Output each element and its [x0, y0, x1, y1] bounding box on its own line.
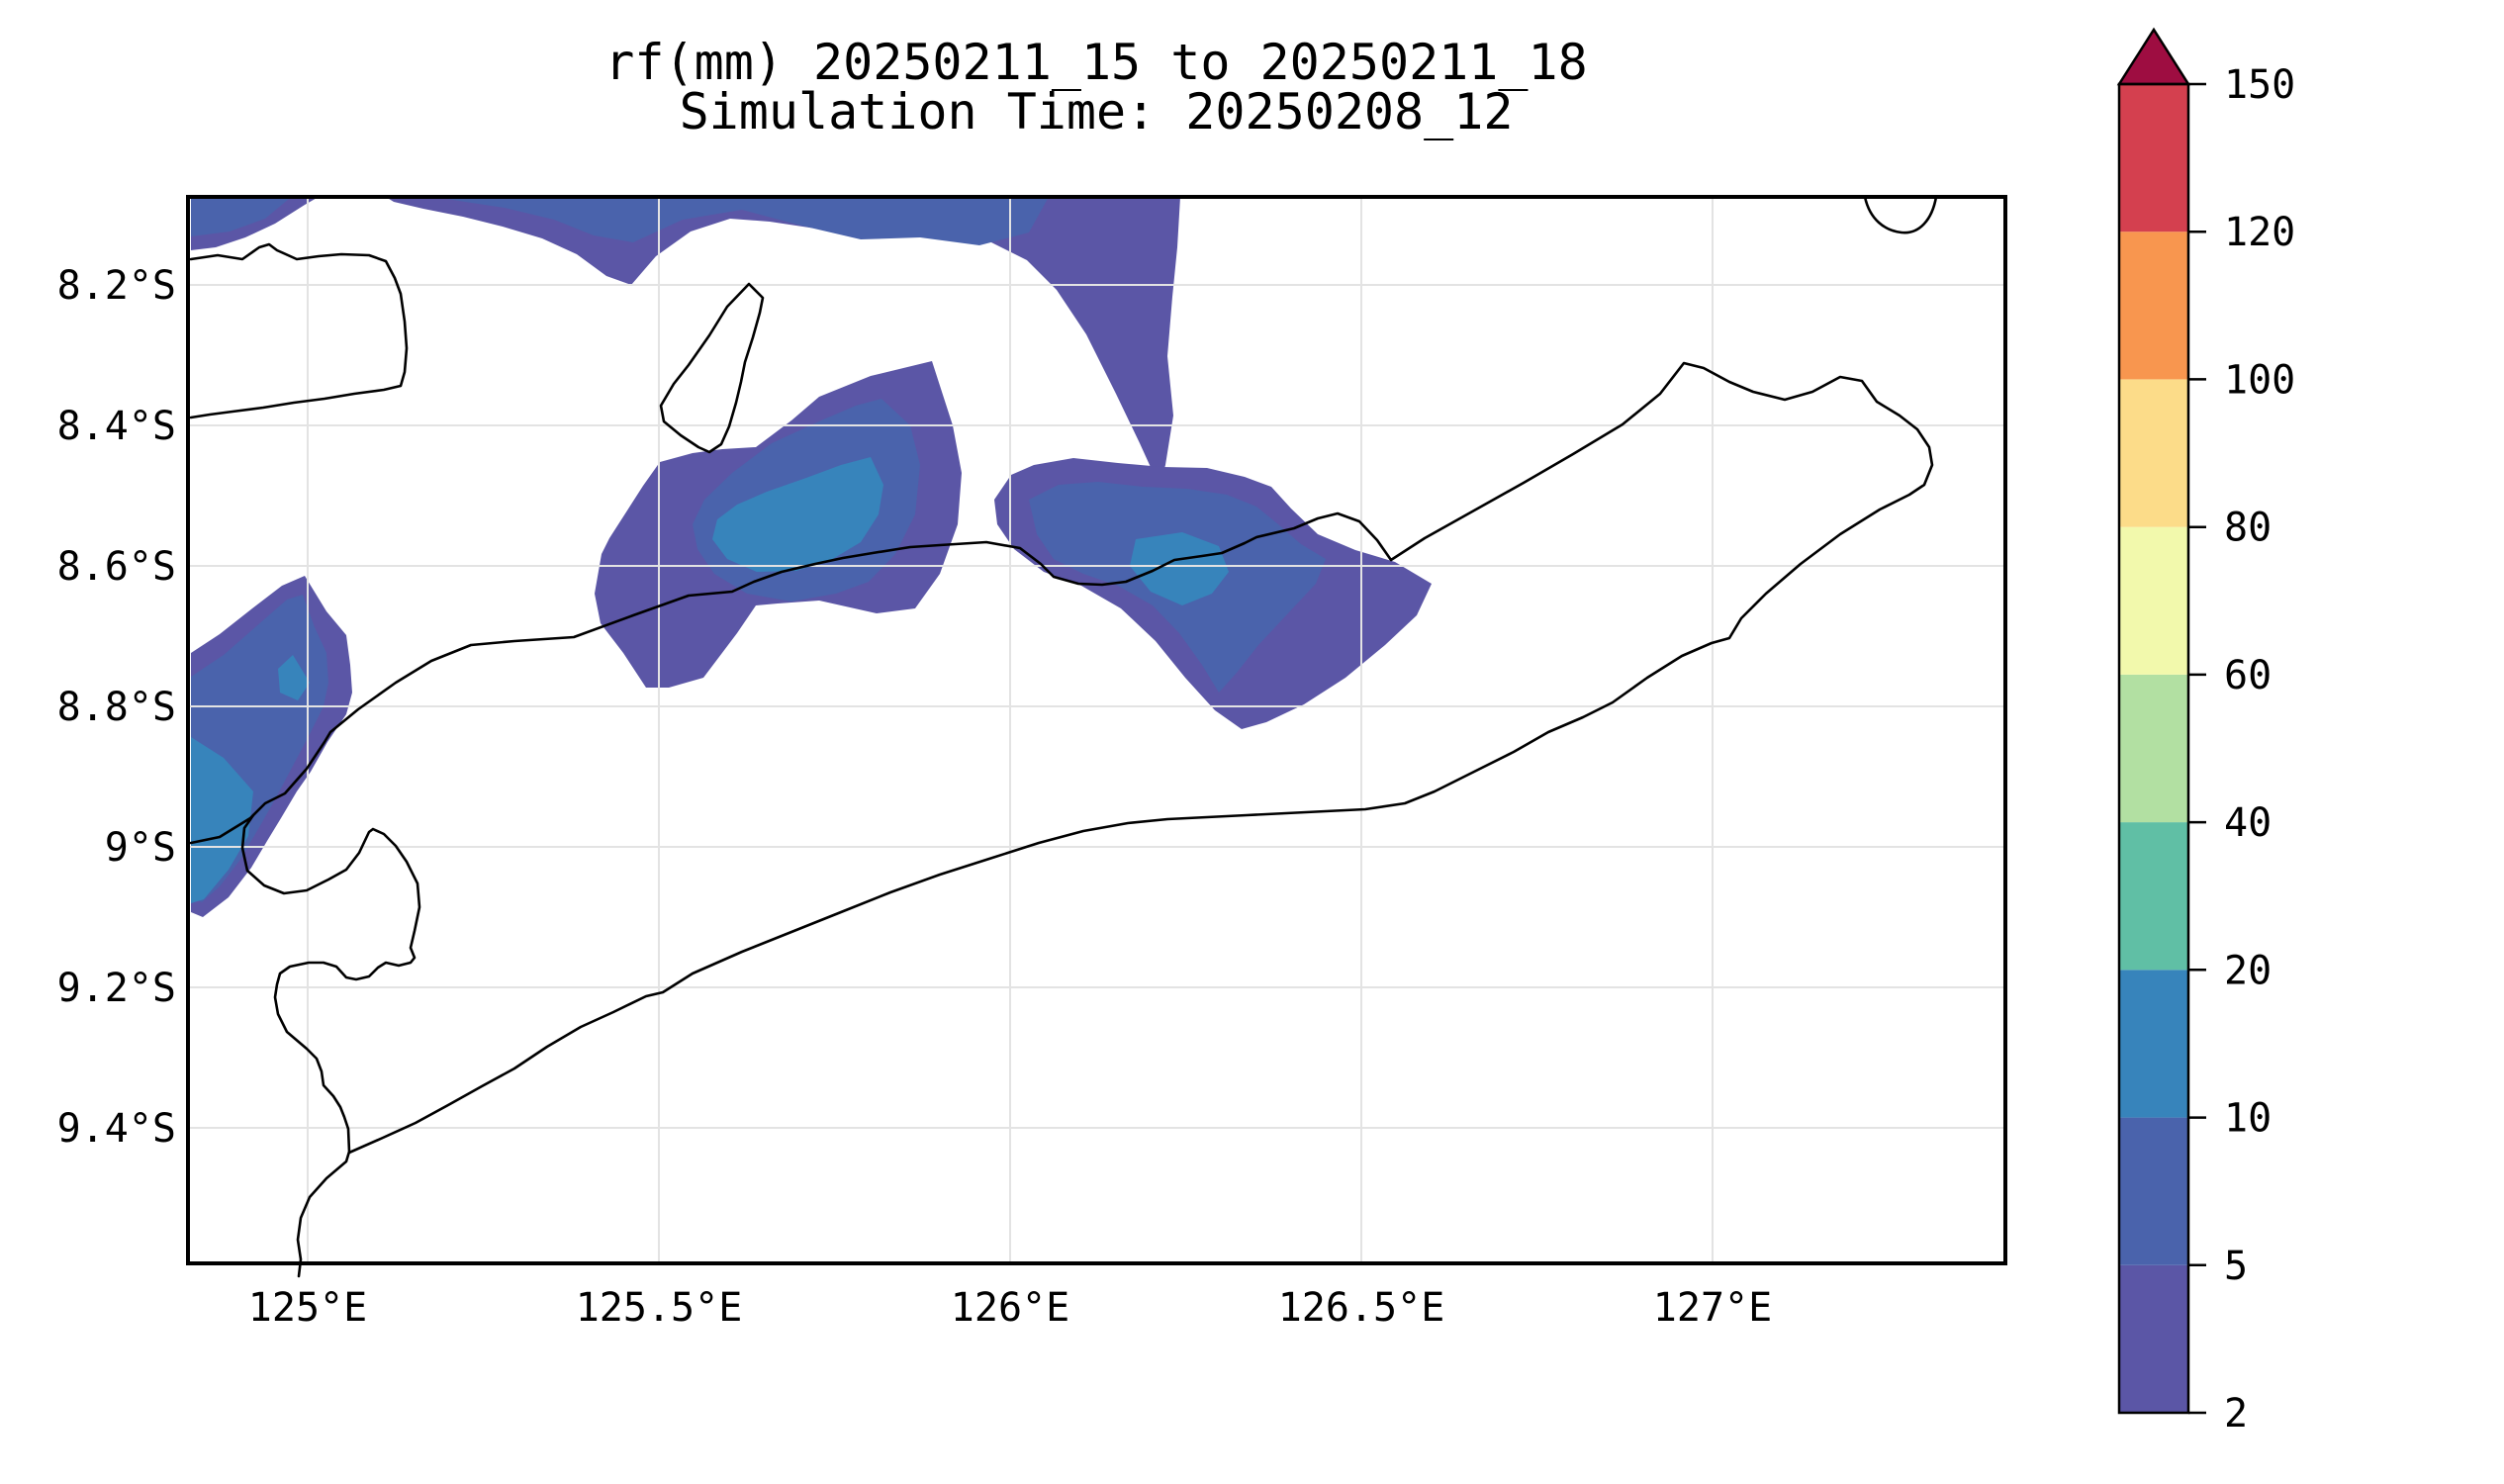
- colorbar-tick-labels: 2 5 10 20 40 60 80 100 120 150: [2224, 62, 2295, 1437]
- colorbar-label: 120: [2224, 210, 2295, 255]
- colorbar-segment-120-150: [2119, 84, 2188, 232]
- x-axis-tick-labels: 125°E 125.5°E 126°E 126.5°E 127°E: [248, 1285, 1772, 1331]
- rain-contour-5-10: [435, 197, 1049, 245]
- coastline-kupang-bay: [240, 813, 421, 1278]
- colorbar-ticks: [2188, 82, 2206, 1415]
- colorbar-segment-5-10: [2119, 1117, 2188, 1265]
- colorbar-segment-10-20: [2119, 970, 2188, 1118]
- y-tick-label: 9.4°S: [57, 1106, 176, 1152]
- rain-contour-5-10: [191, 199, 289, 236]
- title-line-2: Simulation Time: 20250208_12: [680, 83, 1514, 140]
- coastline-timor-main: [189, 361, 1934, 1155]
- colorbar-segment-80-100: [2119, 379, 2188, 527]
- colorbar-label: 40: [2224, 800, 2272, 846]
- colorbar-label: 80: [2224, 506, 2272, 551]
- rain-contour-2-5: [386, 197, 1180, 487]
- colorbar-label: 60: [2224, 653, 2272, 698]
- y-axis-tick-labels: 8.2°S 8.4°S 8.6°S 8.8°S 9°S 9.2°S 9.4°S: [57, 263, 176, 1152]
- x-tick-label: 125.5°E: [576, 1285, 743, 1331]
- gridlines: [188, 197, 2005, 1263]
- y-tick-label: 9.2°S: [57, 966, 176, 1011]
- rain-contour-10-20: [712, 457, 883, 572]
- x-tick-label: 127°E: [1653, 1285, 1772, 1331]
- rain-contour-10-20: [278, 655, 310, 700]
- y-tick-label: 8.6°S: [57, 544, 176, 590]
- x-tick-label: 126.5°E: [1278, 1285, 1445, 1331]
- coastlines: [189, 195, 1938, 1278]
- rain-contour-10-20: [191, 737, 253, 903]
- rain-contours: [191, 197, 1432, 917]
- colorbar: 2 5 10 20 40 60 80 100 120 150: [2116, 27, 2295, 1437]
- colorbar-over-arrow: [2116, 27, 2191, 86]
- y-tick-label: 8.2°S: [57, 263, 176, 309]
- colorbar-outline: [2117, 82, 2190, 1415]
- colorbar-segment-2-5: [2119, 1264, 2188, 1413]
- colorbar-label: 100: [2224, 357, 2295, 403]
- colorbar-label: 20: [2224, 948, 2272, 993]
- colorbar-segment-100-120: [2119, 232, 2188, 380]
- title-line-1: rf(mm) 20250211_15 to 20250211_18: [604, 34, 1587, 91]
- rain-contour-10-20: [1130, 532, 1229, 605]
- x-tick-label: 125°E: [248, 1285, 367, 1331]
- y-tick-label: 8.8°S: [57, 685, 176, 730]
- coastline-atauro-island: [659, 282, 765, 454]
- x-tick-label: 126°E: [951, 1285, 1069, 1331]
- coastline-alor-island: [189, 242, 409, 419]
- plot-title: rf(mm) 20250211_15 to 20250211_18 Simula…: [604, 34, 1587, 140]
- plot-frame: [186, 195, 2007, 1265]
- colorbar-label: 2: [2224, 1391, 2248, 1437]
- colorbar-segment-60-80: [2119, 526, 2188, 675]
- colorbar-segment-20-40: [2119, 822, 2188, 971]
- colorbar-label: 10: [2224, 1096, 2272, 1142]
- colorbar-label: 5: [2224, 1244, 2248, 1289]
- colorbar-label: 150: [2224, 62, 2295, 108]
- plot-background: [188, 197, 2005, 1263]
- y-tick-label: 8.4°S: [57, 404, 176, 449]
- coastline-kisar-island: [1863, 195, 1938, 234]
- y-tick-label: 9°S: [105, 825, 176, 871]
- colorbar-segment-40-60: [2119, 674, 2188, 823]
